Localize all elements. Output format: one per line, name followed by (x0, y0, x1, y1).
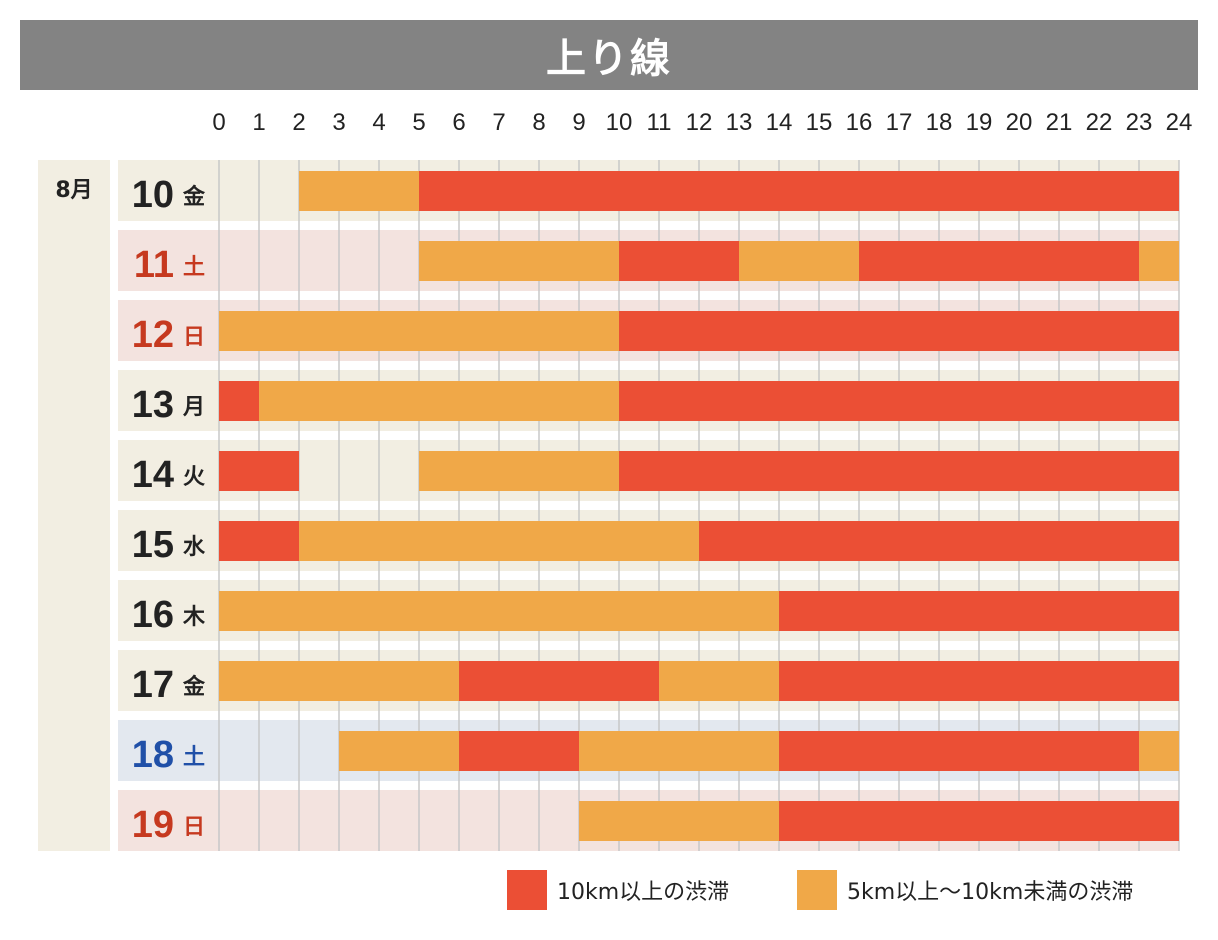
bar-segment-moderate (259, 381, 619, 421)
day-number: 13 (132, 384, 174, 426)
bar-segment-heavy (219, 521, 299, 561)
x-tick-label: 23 (1126, 109, 1153, 136)
x-tick-label: 18 (926, 109, 953, 136)
legend-swatch-heavy (507, 870, 547, 910)
day-number: 14 (132, 454, 174, 496)
day-number: 15 (132, 524, 174, 566)
bar-segment-heavy (779, 661, 1179, 701)
weekday-label: 日 (183, 325, 205, 350)
bar-segment-heavy (619, 311, 1179, 351)
bar-segment-moderate (299, 171, 419, 211)
x-tick-label: 14 (766, 109, 793, 136)
bar-segment-heavy (779, 591, 1179, 631)
day-number: 16 (132, 594, 174, 636)
x-tick-label: 9 (572, 109, 585, 136)
x-tick-label: 21 (1046, 109, 1073, 136)
weekday-label: 月 (182, 395, 205, 420)
bar-segment-heavy (219, 451, 299, 491)
day-number: 18 (132, 734, 174, 776)
bar-segment-moderate (219, 661, 459, 701)
weekday-label: 水 (183, 535, 206, 560)
x-tick-label: 16 (846, 109, 873, 136)
weekday-label: 金 (182, 184, 206, 210)
bar-segment-heavy (419, 171, 1179, 211)
chart-title: 上り線 (546, 36, 672, 82)
legend-item-heavy: 10km以上の渋滞 (507, 870, 729, 910)
x-tick-label: 8 (532, 109, 545, 136)
weekday-label: 木 (182, 605, 206, 630)
x-tick-label: 19 (966, 109, 993, 136)
bar-segment-moderate (419, 241, 619, 281)
x-tick-label: 11 (647, 109, 672, 136)
weekday-label: 土 (183, 745, 205, 770)
bar-segment-heavy (219, 381, 259, 421)
bar-segment-moderate (339, 731, 459, 771)
bar-segment-moderate (219, 591, 779, 631)
day-number: 10 (132, 174, 174, 216)
weekday-label: 火 (183, 465, 205, 490)
x-tick-label: 13 (726, 109, 753, 136)
legend-label-moderate: 5km以上〜10km未満の渋滞 (847, 880, 1134, 905)
bar-segment-moderate (219, 311, 619, 351)
bar-segment-heavy (779, 801, 1179, 841)
bar-segment-heavy (619, 241, 739, 281)
x-tick-label: 6 (452, 109, 465, 136)
bar-segment-moderate (419, 451, 619, 491)
weekday-label: 土 (183, 255, 205, 280)
month-label: 8月 (55, 178, 93, 203)
bar-segment-heavy (459, 731, 579, 771)
bar-segment-moderate (579, 731, 779, 771)
bar-segment-heavy (619, 451, 1179, 491)
x-tick-label: 22 (1086, 109, 1113, 136)
bar-segment-heavy (859, 241, 1139, 281)
x-tick-label: 5 (412, 109, 425, 136)
bar-segment-heavy (779, 731, 1139, 771)
x-tick-label: 1 (252, 109, 265, 136)
legend-label-heavy: 10km以上の渋滞 (557, 880, 730, 905)
bar-segment-moderate (299, 521, 699, 561)
bar-segment-heavy (459, 661, 659, 701)
weekday-label: 金 (182, 674, 206, 700)
bar-segment-moderate (659, 661, 779, 701)
x-tick-label: 3 (332, 109, 345, 136)
x-tick-label: 7 (492, 109, 505, 136)
x-tick-label: 4 (372, 109, 385, 136)
bar-segment-moderate (1139, 241, 1179, 281)
x-tick-label: 24 (1166, 109, 1193, 136)
legend-swatch-moderate (797, 870, 837, 910)
day-number: 17 (132, 664, 174, 706)
x-tick-label: 12 (686, 109, 713, 136)
x-tick-label: 20 (1006, 109, 1033, 136)
bar-segment-moderate (579, 801, 779, 841)
x-tick-label: 10 (606, 109, 633, 136)
bar-segment-moderate (739, 241, 859, 281)
day-number: 12 (132, 314, 174, 356)
day-number: 19 (132, 804, 174, 846)
x-tick-label: 2 (292, 109, 305, 136)
x-tick-label: 17 (886, 109, 913, 136)
bar-segment-heavy (699, 521, 1179, 561)
weekday-label: 日 (183, 815, 205, 840)
month-column: 8月 (38, 160, 110, 851)
bar-segment-heavy (619, 381, 1179, 421)
day-number: 11 (134, 244, 174, 286)
legend-item-moderate: 5km以上〜10km未満の渋滞 (797, 870, 1133, 910)
title-bar: 上り線 (20, 20, 1198, 90)
x-tick-label: 0 (212, 109, 225, 136)
congestion-chart: 0 1 2 3 4 5 6 7 8 9 10 11 12 13 14 15 16 17 18 19 20 21 22 23 24… (118, 109, 1193, 851)
x-tick-label: 15 (806, 109, 833, 136)
bar-segment-moderate (1139, 731, 1179, 771)
